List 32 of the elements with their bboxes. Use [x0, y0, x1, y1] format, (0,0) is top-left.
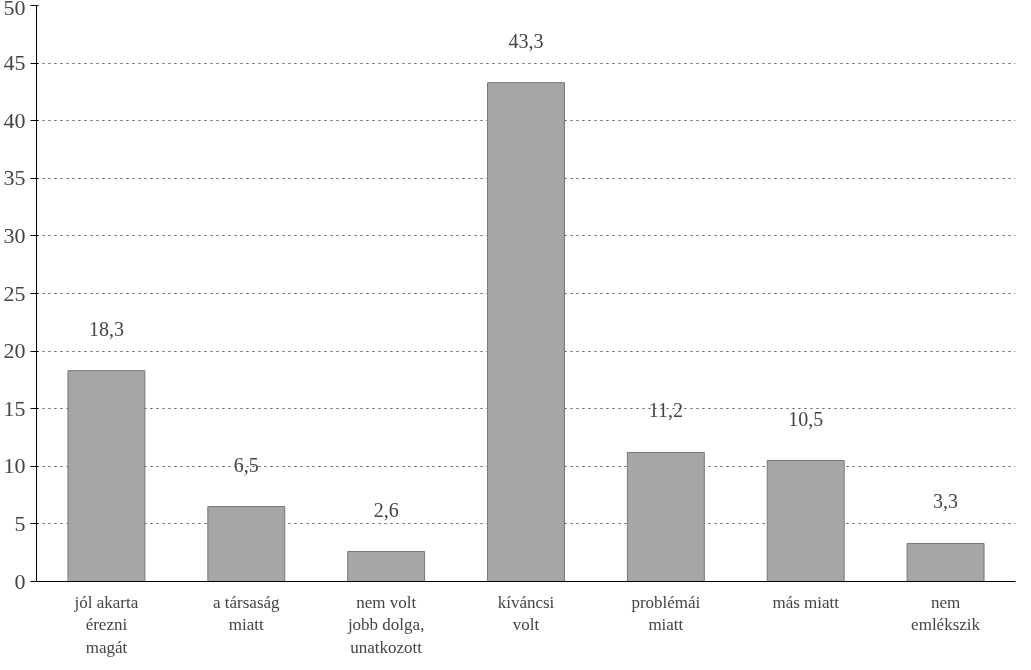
- data-label: 6,5: [233, 453, 259, 476]
- data-label: 3,3: [933, 490, 959, 513]
- data-label: 43,3: [508, 29, 544, 52]
- bar: [487, 82, 565, 582]
- data-label: 11,2: [648, 399, 683, 422]
- bar: [906, 542, 985, 582]
- bar: [766, 460, 845, 582]
- bar: [626, 451, 705, 582]
- y-tick-label: 45: [3, 50, 26, 76]
- bar: [207, 506, 286, 582]
- x-tick-label: a társaság miatt: [213, 592, 281, 635]
- data-label: 18,3: [88, 317, 124, 340]
- y-tick-label: 10: [3, 453, 26, 479]
- x-tick-label: nem volt jobb dolga, unatkozott: [346, 592, 425, 658]
- x-tick-label: más miatt: [772, 592, 840, 612]
- x-tick-label: kíváncsi volt: [497, 592, 555, 635]
- y-tick-label: 50: [3, 0, 26, 20]
- y-tick-label: 30: [3, 222, 26, 248]
- y-tick-label: 40: [3, 107, 26, 133]
- x-tick-label: problémái miatt: [631, 592, 701, 635]
- x-tick-label: jól akarta érezni magát: [73, 592, 139, 658]
- data-label: 2,6: [373, 498, 399, 521]
- bar: [67, 370, 146, 582]
- y-tick-label: 35: [3, 165, 26, 191]
- y-tick-label: 20: [3, 338, 26, 364]
- y-tick-label: 15: [3, 395, 26, 421]
- x-tick-label: nem emlékszik: [911, 592, 981, 635]
- data-label: 10,5: [788, 407, 824, 430]
- y-tick-label: 0: [14, 568, 26, 594]
- y-tick-label: 25: [3, 280, 26, 306]
- bar: [347, 551, 426, 582]
- y-tick-label: 5: [14, 510, 26, 536]
